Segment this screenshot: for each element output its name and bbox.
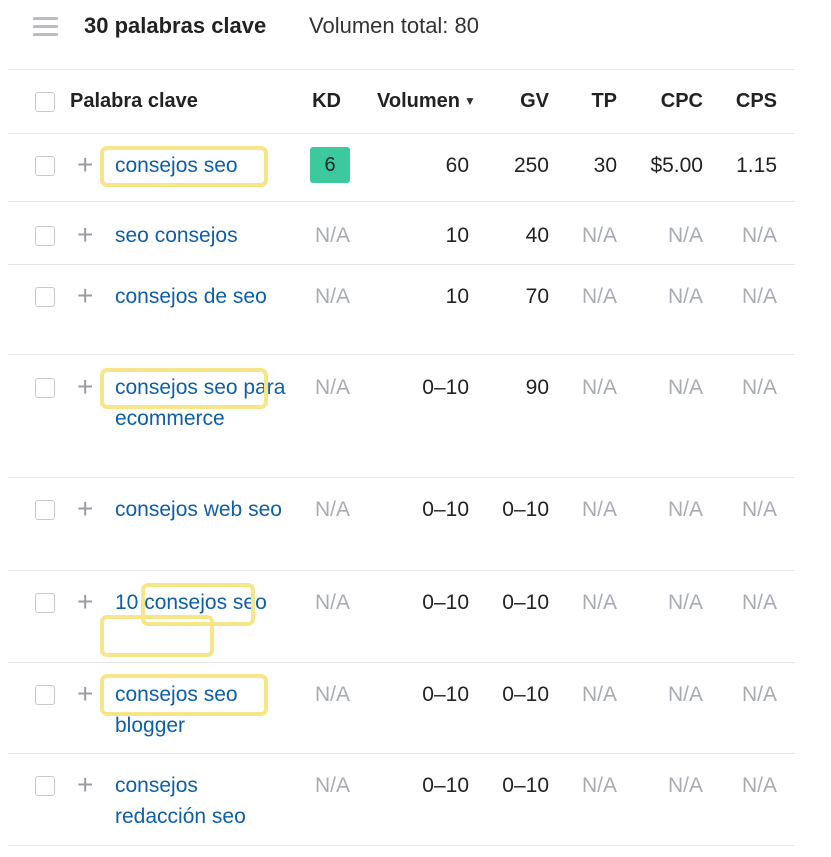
keyword-link[interactable]: consejos seo blogger [115,683,238,737]
column-header-volume[interactable]: Volumen ▼ [377,90,476,113]
row-divider [8,662,795,663]
volume-cell: 10 [445,224,469,247]
add-keyword-plus-icon[interactable]: + [77,769,94,800]
gv-cell: 0–10 [502,774,549,797]
keyword-link[interactable]: 10 consejos seo [115,591,267,614]
gv-cell: 0–10 [502,683,549,706]
volume-cell: 0–10 [422,774,469,797]
add-keyword-plus-icon[interactable]: + [77,219,94,250]
gv-cell: 0–10 [502,498,549,521]
volume-cell: 10 [445,285,469,308]
header-divider [8,69,795,70]
row-divider [8,354,795,355]
row-divider [8,753,795,754]
cpc-cell: N/A [667,498,703,521]
tp-cell: N/A [581,285,617,308]
volume-cell: 0–10 [422,498,469,521]
tp-cell: N/A [581,683,617,706]
row-checkbox[interactable] [35,287,55,307]
keyword-link[interactable]: consejos seo [115,154,238,177]
cps-cell: N/A [741,285,777,308]
kd-cell: N/A [314,224,350,247]
cps-cell: N/A [741,774,777,797]
row-checkbox[interactable] [35,776,55,796]
volume-cell: 0–10 [422,683,469,706]
add-keyword-plus-icon[interactable]: + [77,280,94,311]
cps-cell: N/A [741,376,777,399]
keyword-link[interactable]: consejos web seo [115,498,282,521]
cpc-cell: N/A [667,285,703,308]
column-header-keyword[interactable]: Palabra clave [70,90,198,112]
cps-cell: N/A [741,224,777,247]
tp-cell: N/A [581,774,617,797]
keyword-link[interactable]: consejos redacción seo [115,774,246,828]
column-header-cps[interactable]: CPS [735,90,777,112]
cpc-cell: N/A [667,774,703,797]
hamburger-menu-icon[interactable] [33,17,58,37]
column-header-kd[interactable]: KD [312,90,341,112]
volume-cell: 60 [445,154,469,177]
gv-cell: 250 [513,154,549,177]
row-checkbox[interactable] [35,500,55,520]
row-checkbox[interactable] [35,156,55,176]
keyword-link[interactable]: consejos de seo [115,285,267,308]
row-divider [8,845,795,846]
cpc-cell: N/A [667,376,703,399]
select-all-checkbox[interactable] [35,92,55,112]
sort-desc-icon: ▼ [463,94,476,108]
cps-cell: 1.15 [736,154,777,177]
column-header-divider [8,133,795,134]
tp-cell: 30 [593,154,617,177]
kd-cell: N/A [314,591,350,614]
cps-cell: N/A [741,683,777,706]
gv-cell: 70 [525,285,549,308]
keyword-link[interactable]: consejos seo para ecommerce [115,376,286,430]
column-header-gv[interactable]: GV [520,90,549,112]
keyword-link[interactable]: seo consejos [115,224,238,247]
add-keyword-plus-icon[interactable]: + [77,586,94,617]
volume-cell: 0–10 [422,591,469,614]
column-header-cpc[interactable]: CPC [660,90,703,112]
gv-cell: 90 [525,376,549,399]
tp-cell: N/A [581,591,617,614]
row-divider [8,201,795,202]
kd-cell: N/A [314,498,350,521]
row-checkbox[interactable] [35,593,55,613]
row-divider [8,570,795,571]
kd-cell: N/A [314,774,350,797]
kd-cell: N/A [314,683,350,706]
results-header: 30 palabras clave Volumen total: 80 [0,0,831,58]
highlight-box [100,615,214,657]
add-keyword-plus-icon[interactable]: + [77,371,94,402]
add-keyword-plus-icon[interactable]: + [77,493,94,524]
cpc-cell: N/A [667,591,703,614]
column-header-volume-label: Volumen [377,90,460,112]
cpc-cell: N/A [667,224,703,247]
row-divider [8,264,795,265]
tp-cell: N/A [581,224,617,247]
kd-cell: N/A [314,285,350,308]
cpc-cell: N/A [667,683,703,706]
cps-cell: N/A [741,591,777,614]
tp-cell: N/A [581,376,617,399]
cps-cell: N/A [741,498,777,521]
row-divider [8,477,795,478]
total-volume-label: Volumen total: 80 [309,13,480,38]
row-checkbox[interactable] [35,685,55,705]
gv-cell: 40 [525,224,549,247]
kd-badge: 6 [310,147,350,183]
row-checkbox[interactable] [35,378,55,398]
add-keyword-plus-icon[interactable]: + [77,149,94,180]
keyword-count-title: 30 palabras clave [84,13,267,38]
add-keyword-plus-icon[interactable]: + [77,678,94,709]
gv-cell: 0–10 [502,591,549,614]
tp-cell: N/A [581,498,617,521]
row-checkbox[interactable] [35,226,55,246]
kd-cell: N/A [314,376,350,399]
cpc-cell: $5.00 [650,154,703,177]
volume-cell: 0–10 [422,376,469,399]
column-header-tp[interactable]: TP [591,90,617,112]
